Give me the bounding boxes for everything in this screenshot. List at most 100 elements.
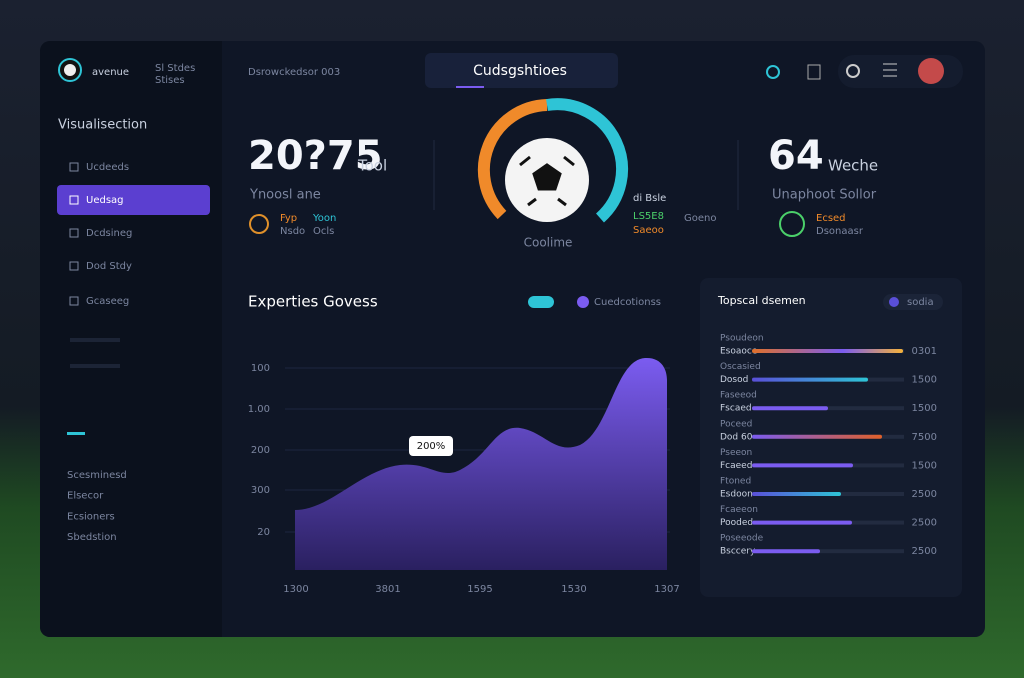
gauge-side-value: LS5E8 — [633, 211, 664, 222]
search-icon[interactable] — [766, 65, 780, 79]
row-bar — [752, 492, 841, 496]
row-sub: Esoaoce — [720, 347, 758, 357]
menu-item[interactable]: Gcaseeg — [86, 296, 129, 307]
toggle-knob[interactable] — [889, 297, 899, 307]
toggle[interactable] — [883, 294, 943, 310]
row-bar — [752, 549, 820, 554]
gauge-side-value: Saeoo — [633, 225, 664, 236]
footer-item[interactable]: Ecsioners — [67, 511, 115, 522]
y-tick-label: 20 — [257, 527, 270, 538]
tooltip-label: 200% — [417, 441, 446, 452]
brand: avenue — [92, 67, 129, 78]
list-title: Topscal dsemen — [717, 294, 806, 307]
menu-item[interactable]: Ucdeeds — [86, 162, 129, 173]
menu-icon — [69, 195, 79, 205]
stat-tag: Yoon — [312, 213, 336, 224]
row-value: 1500 — [912, 460, 937, 471]
tooltip — [409, 436, 453, 456]
row-sub: Esdoon — [720, 490, 753, 500]
menu-icon — [69, 162, 79, 172]
menu-item[interactable]: Uedsag — [86, 195, 124, 206]
row-name: Poceed — [720, 419, 752, 429]
row-sub: Pooded — [720, 518, 753, 528]
active-menu[interactable] — [57, 185, 210, 215]
row-value: 1500 — [912, 375, 937, 386]
menu-item[interactable]: Dcdsineg — [86, 228, 132, 239]
stat-icon — [249, 214, 269, 234]
stat-unit: Weche — [828, 157, 878, 175]
breadcrumb[interactable]: Dsrowckedsor 003 — [248, 67, 340, 78]
menu-icon — [69, 228, 79, 238]
gauge-side-title: di Bsle — [633, 193, 666, 204]
logo — [64, 64, 76, 76]
row-bar — [752, 377, 868, 382]
row-name: Fcaeeon — [720, 505, 758, 515]
avatar[interactable] — [918, 58, 944, 84]
row-sub: Bsccery — [720, 547, 756, 557]
row-name: Poseeode — [720, 534, 764, 544]
chart-title: Experties Govess — [248, 293, 378, 311]
row-bar — [752, 434, 882, 439]
row-bar — [752, 406, 828, 411]
stat-unit: Tool — [357, 157, 387, 175]
row-name: Pseeon — [720, 448, 752, 458]
menu-icon — [69, 296, 79, 306]
menu-item[interactable]: Dod Stdy — [86, 261, 132, 272]
footer-item[interactable]: Sbedstion — [67, 532, 117, 543]
brand-sub: Stises — [155, 75, 185, 86]
stat-tag: Dsonaasr — [816, 226, 864, 237]
stat-tag: Fyp — [280, 213, 297, 224]
y-tick-label: 200 — [251, 445, 270, 456]
gauge-label: Coolime — [524, 236, 573, 250]
y-tick-label: 100 — [251, 363, 270, 374]
row-sub: Dod 60 — [720, 432, 753, 442]
y-tick-label: 300 — [251, 485, 270, 496]
menu-placeholder — [70, 364, 120, 368]
footer-item[interactable]: Scesminesd — [67, 470, 127, 481]
stat-label: Unaphoot Sollor — [772, 188, 877, 203]
row-bar — [752, 520, 852, 525]
gauge-arc — [546, 98, 629, 223]
row-value: 0301 — [912, 346, 937, 357]
stat-label: Ynoosl ane — [249, 188, 321, 203]
y-tick-label: 1.00 — [248, 404, 270, 415]
row-name: Oscasied — [720, 362, 761, 372]
legend-label: Cuedcotionss — [594, 297, 661, 308]
stat-value: 20?75 — [248, 133, 383, 179]
stat-value: 64 — [768, 133, 824, 179]
stat-tag: Ecsed — [816, 213, 846, 224]
row-value: 2500 — [912, 518, 937, 529]
stat-subtag: Nsdo — [280, 226, 305, 237]
tab-indicator — [456, 86, 484, 88]
toggle-label[interactable]: sodia — [907, 297, 934, 308]
tab-label[interactable]: Cudsgshtioes — [473, 63, 567, 79]
row-value: 2500 — [912, 489, 937, 500]
search-icon[interactable] — [846, 64, 860, 78]
divider — [67, 432, 85, 435]
row-value: 1500 — [912, 403, 937, 414]
x-tick-label: 3801 — [375, 584, 400, 595]
row-name: Ftoned — [720, 477, 751, 487]
gauge-side-value: Goeno — [684, 213, 716, 224]
row-sub: Fcaeed — [720, 461, 752, 471]
stat-icon — [779, 211, 805, 237]
tab[interactable] — [425, 53, 618, 88]
row-sub: Fscaed — [720, 404, 752, 414]
row-value: 2500 — [912, 546, 937, 557]
row-bar — [752, 463, 853, 468]
menu-placeholder — [70, 338, 120, 342]
brand-sub: Sl Stdes — [155, 63, 195, 74]
row-sub: Dosod — [720, 375, 748, 385]
icon[interactable] — [807, 64, 821, 80]
soccer-ball-pattern — [519, 155, 575, 207]
gauge-arc — [477, 99, 548, 220]
x-tick-label: 1300 — [283, 584, 308, 595]
row-name: Faseeod — [720, 391, 757, 401]
x-tick-label: 1595 — [467, 584, 492, 595]
menu-icon[interactable] — [883, 63, 897, 77]
legend-swatch — [528, 296, 554, 308]
row-value: 7500 — [912, 432, 937, 443]
footer-item[interactable]: Elsecor — [67, 491, 104, 502]
user-bar — [838, 55, 963, 88]
